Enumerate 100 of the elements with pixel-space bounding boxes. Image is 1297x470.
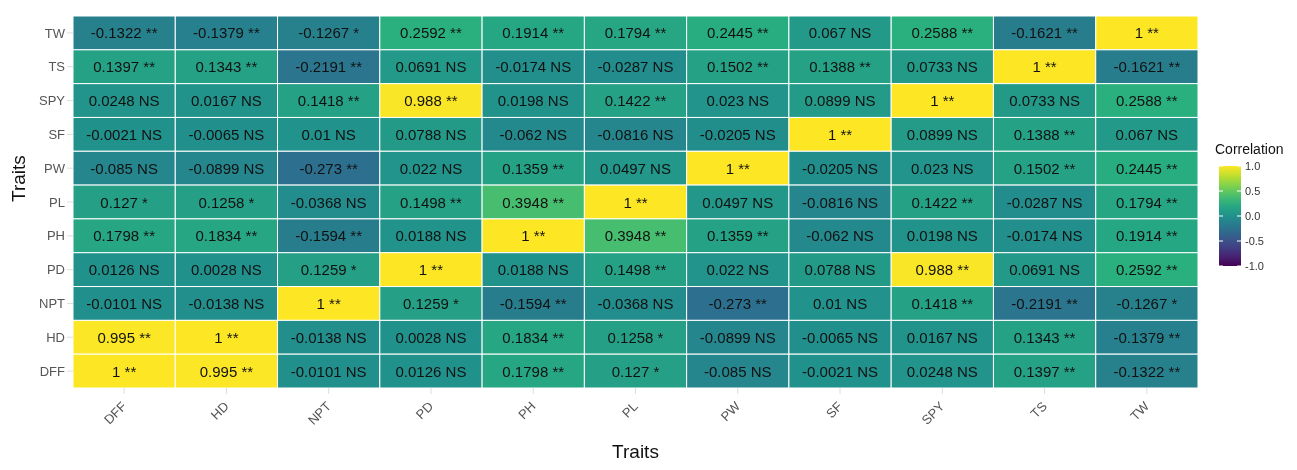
data-label: -0.0205 NS [802,159,878,177]
y-tick-label: PD [46,262,65,278]
data-label: -0.0287 NS [597,58,674,76]
y-tick-label: PL [49,194,65,210]
data-label: -0.2191 ** [1011,294,1079,312]
data-label: -0.0101 NS [86,294,163,312]
data-label: 0.0691 NS [1009,261,1081,279]
data-label: 0.995 ** [199,362,254,380]
data-label: 0.2445 ** [706,24,769,42]
data-label: 0.1259 * [403,294,460,312]
data-label: 0.0188 NS [497,261,569,279]
data-label: 0.2592 ** [1116,261,1178,279]
data-label: 0.2445 ** [1116,159,1178,177]
data-label: 0.1418 ** [297,92,360,110]
data-label: -0.0138 NS [188,294,265,312]
data-label: 0.1794 ** [604,24,667,42]
color-bar-label: -0.5 [1245,235,1264,247]
data-label: 1 ** [623,193,648,211]
data-label: -0.0138 NS [290,328,367,346]
data-label: 0.1258 * [607,328,664,346]
data-label: 0.1498 ** [604,261,667,279]
data-label: 0.0497 NS [600,159,671,177]
y-axis-title: Traits [7,155,29,202]
data-label: -0.1267 * [1116,294,1178,312]
data-label: 0.0188 NS [395,227,467,245]
data-label: -0.2191 ** [295,58,363,76]
data-label: -0.0368 NS [290,193,367,211]
data-label: -0.1594 ** [295,227,363,245]
data-label: -0.1379 ** [193,24,260,42]
data-label: -0.0368 NS [597,294,674,312]
data-label: 0.127 * [611,362,660,380]
data-label: 0.1914 ** [502,24,565,42]
y-tick-label: TS [48,59,66,75]
x-tick-label: TW [1127,398,1153,424]
y-tick-label: NPT [39,296,66,312]
data-label: 0.995 ** [97,328,151,346]
data-label: 0.0497 NS [702,193,774,211]
data-label: 1 ** [1134,24,1160,42]
data-label: 1 ** [521,227,546,245]
data-label: -0.0816 NS [597,125,674,143]
data-label: 0.0248 NS [906,362,978,380]
y-tick-label: TW [44,25,66,41]
data-label: -0.0065 NS [802,328,878,346]
data-label: 0.1418 ** [911,294,974,312]
data-label: -0.1267 * [298,24,360,42]
color-bar-label: 0.0 [1245,210,1261,222]
data-label: 0.0198 NS [497,92,569,110]
color-bar-label: 1.0 [1245,160,1261,172]
data-label: 0.067 NS [808,24,872,42]
data-label: 0.1259 * [300,261,357,279]
data-label: 0.1798 ** [93,227,156,245]
data-label: 0.988 ** [915,261,970,279]
data-label: 0.01 NS [812,294,868,312]
data-label: 0.0167 NS [190,92,262,110]
data-label: 0.1422 ** [911,193,974,211]
data-label: 0.023 NS [911,159,974,177]
data-label: 1 ** [316,294,341,312]
data-label: 1 ** [827,125,853,143]
data-label: 0.1834 ** [502,328,565,346]
x-tick-label: HD [207,398,232,423]
data-label: 0.2588 ** [1116,92,1178,110]
y-tick-label: PH [46,228,65,244]
data-label: 0.1343 ** [195,58,258,76]
data-label: 1 ** [418,261,444,279]
data-label: 0.0691 NS [395,58,467,76]
data-label: 0.1388 ** [809,58,872,76]
data-label: -0.085 NS [704,362,772,380]
data-label: -0.1621 ** [1011,24,1079,42]
data-label: 0.0248 NS [88,92,160,110]
data-label: 0.0198 NS [906,227,978,245]
x-tick-label: SF [822,398,846,422]
y-tick-label: SPY [38,93,66,109]
data-label: -0.062 NS [806,227,874,245]
data-label: 0.0899 NS [804,92,876,110]
data-label: 1 ** [214,328,239,346]
data-label: 1 ** [930,92,955,110]
data-label: 0.988 ** [404,92,458,110]
data-label: 0.1359 ** [706,227,769,245]
data-label: 0.1397 ** [1013,362,1076,380]
x-axis-title: Traits [612,441,659,462]
data-label: -0.1621 ** [1113,58,1181,76]
data-label: 0.1798 ** [502,362,565,380]
data-label: -0.0065 NS [188,125,265,143]
x-tick-label: PW [717,398,744,425]
data-label: 0.0028 NS [395,328,467,346]
data-label: 0.1502 ** [1013,159,1076,177]
data-label: 0.0126 NS [88,261,160,279]
data-label: -0.0899 NS [188,159,265,177]
data-label: -0.0101 NS [290,362,367,380]
data-label: 0.023 NS [706,92,770,110]
data-label: 0.0733 NS [906,58,978,76]
data-label: 0.3948 ** [604,227,667,245]
y-tick-label: PW [44,160,66,176]
data-label: -0.085 NS [90,159,158,177]
data-label: 0.1794 ** [1116,193,1178,211]
data-label: -0.062 NS [499,125,567,143]
x-tick-label: PL [618,398,641,421]
data-label: 0.1359 ** [502,159,565,177]
data-label: -0.1322 ** [90,24,158,42]
data-label: -0.0205 NS [699,125,776,143]
